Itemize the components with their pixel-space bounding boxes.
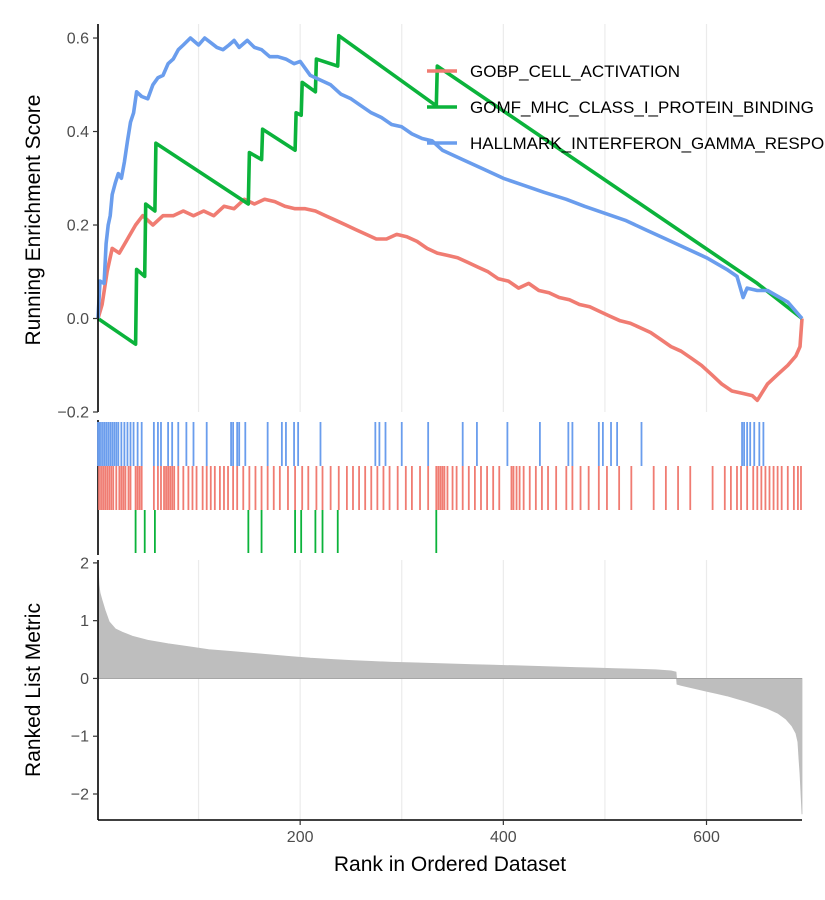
metric-panel-area (97, 565, 803, 815)
es-y-tick-label: 0.6 (67, 31, 89, 48)
legend-label: GOMF_MHC_CLASS_I_PROTEIN_BINDING (470, 98, 814, 117)
es-panel-axes: −0.2 0.0 0.2 0.4 0.6 (57, 24, 99, 422)
es-line-gomf-mhc-class-i-protein-binding (96, 33, 804, 346)
metric-y-axis-title: Ranked List Metric (22, 603, 45, 777)
legend-label: HALLMARK_INTERFERON_GAMMA_RESPONSE (470, 134, 825, 153)
es-y-tick-label: 0.2 (67, 218, 89, 235)
metric-y-tick-label: −1 (71, 729, 89, 746)
hits-hallmark-interferon-gamma-response (97, 422, 765, 466)
es-panel-lines (96, 33, 804, 403)
hits-gobp-cell-activation (98, 466, 802, 510)
metric-y-tick-label: 0 (80, 671, 89, 688)
x-tick-label: 600 (693, 829, 720, 846)
es-y-tick-label: 0.4 (67, 124, 89, 141)
metric-y-tick-label: 1 (80, 613, 89, 630)
ranked-metric-area (97, 565, 803, 815)
metric-y-tick-label: −2 (71, 787, 89, 804)
es-y-tick-label: −0.2 (57, 405, 89, 422)
es-panel-gridlines (197, 24, 708, 412)
metric-panel-axes: −2 −1 0 1 2 200 400 600 (71, 555, 802, 846)
hit-rug-panel (97, 420, 802, 555)
es-y-axis-title: Running Enrichment Score (22, 95, 45, 346)
legend-label: GOBP_CELL_ACTIVATION (470, 62, 680, 81)
legend-item-gobp-cell-activation: GOBP_CELL_ACTIVATION (427, 62, 680, 81)
x-tick-label: 400 (490, 829, 517, 846)
x-tick-label: 200 (287, 829, 314, 846)
hits-gomf-mhc-class-i-protein-binding (134, 510, 438, 553)
legend-item-gomf-mhc-class-i-protein-binding: GOMF_MHC_CLASS_I_PROTEIN_BINDING (427, 98, 814, 117)
x-axis-title: Rank in Ordered Dataset (334, 853, 566, 876)
es-line-gobp-cell-activation (96, 197, 804, 403)
metric-panel-gridlines (197, 560, 708, 820)
es-line-hallmark-interferon-gamma-response (96, 36, 804, 320)
metric-y-tick-label: 2 (80, 555, 89, 572)
es-y-tick-label: 0.0 (67, 311, 89, 328)
legend-item-hallmark-interferon-gamma-response: HALLMARK_INTERFERON_GAMMA_RESPONSE (427, 134, 825, 153)
legend: GOBP_CELL_ACTIVATION GOMF_MHC_CLASS_I_PRO… (427, 62, 825, 153)
